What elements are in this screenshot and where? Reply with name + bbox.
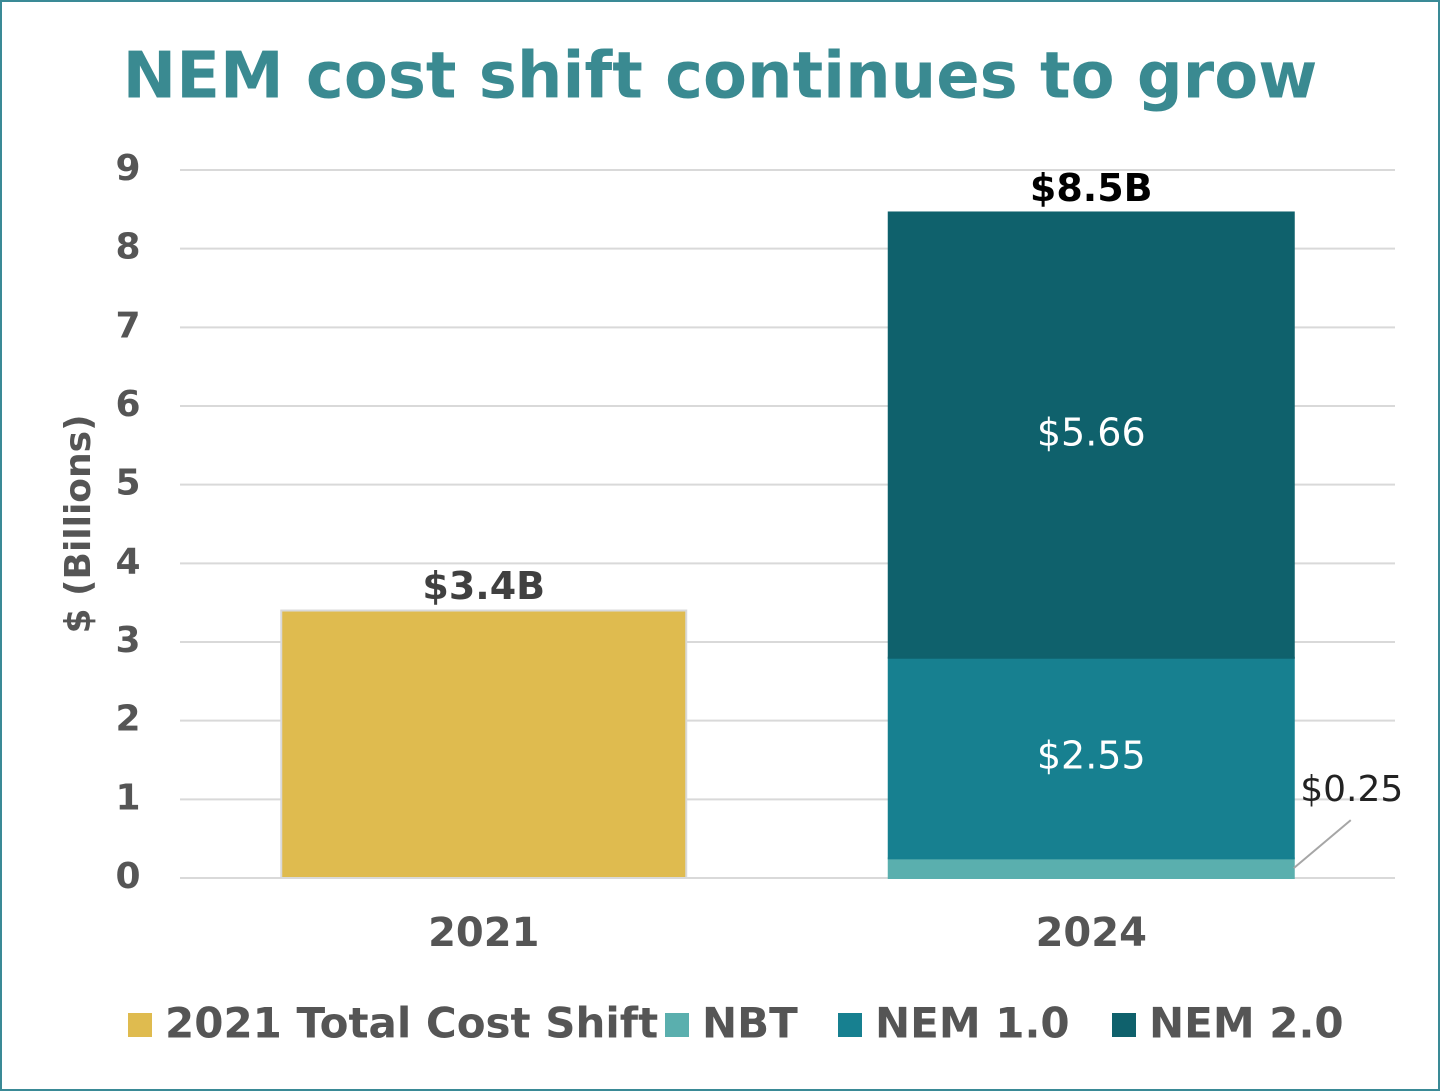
bar-segment: [887, 656, 1295, 860]
y-tick-label: 4: [115, 541, 140, 582]
leader-line: [1293, 819, 1352, 869]
total-label: $3.4B: [422, 564, 545, 608]
bar-segment: [887, 211, 1295, 659]
y-tick-label: 9: [115, 148, 140, 189]
legend-label: NEM 1.0: [875, 999, 1070, 1048]
legend-label: 2021 Total Cost Shift: [165, 999, 658, 1048]
value-label: $5.66: [1037, 411, 1146, 455]
y-tick-label: 0: [115, 856, 140, 897]
y-axis-label: $ (Billions): [58, 414, 99, 633]
y-tick-label: 1: [115, 777, 140, 818]
legend-swatch: [1112, 1013, 1136, 1037]
y-tick-label: 3: [115, 620, 140, 661]
legend-label: NBT: [702, 999, 798, 1048]
value-label: $2.55: [1037, 734, 1146, 778]
legend-swatch: [838, 1013, 862, 1037]
value-label: $0.25: [1300, 769, 1403, 810]
y-tick-label: 8: [115, 227, 140, 268]
total-label: $8.5B: [1030, 166, 1153, 210]
y-tick-label: 7: [115, 305, 140, 346]
y-tick-label: 6: [115, 384, 140, 425]
legend-swatch: [665, 1013, 689, 1037]
chart-title: NEM cost shift continues to grow: [123, 40, 1318, 114]
y-tick-label: 5: [115, 463, 140, 504]
legend-label: NEM 2.0: [1149, 999, 1344, 1048]
x-tick-label: 2021: [428, 910, 539, 956]
bar-segment: [887, 857, 1295, 879]
x-tick-label: 2024: [1036, 910, 1147, 956]
y-tick-label: 2: [115, 699, 140, 740]
bar-segment: [280, 609, 688, 879]
legend-swatch: [128, 1013, 152, 1037]
